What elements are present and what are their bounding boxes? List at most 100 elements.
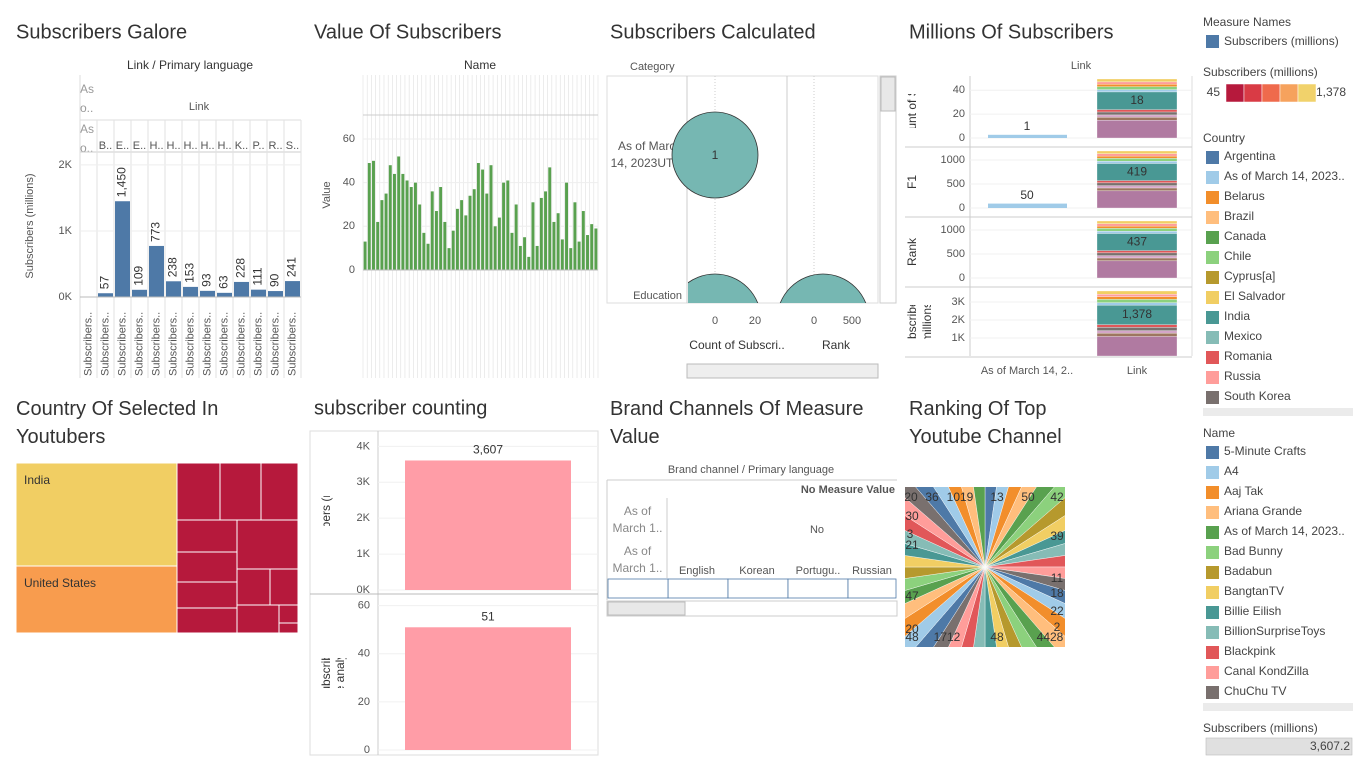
legend-item: BangtanTV <box>1224 584 1284 598</box>
stack-segment <box>1096 296 1178 300</box>
x-category-label: E.. <box>116 140 129 152</box>
legend-gradient-step <box>1225 83 1245 103</box>
legend-item: Subscribers (millions) <box>1224 34 1339 48</box>
y-tick-label: 1000 <box>941 224 965 236</box>
row-header-box: As o.. <box>80 82 94 115</box>
chart-title: Millions Of Subscribers <box>909 21 1114 43</box>
footer-label: Subscribers.. <box>269 312 281 376</box>
pie-slice <box>973 487 986 568</box>
y-tick-label: 20 <box>358 696 370 708</box>
stack-segment <box>1096 223 1178 227</box>
treemap-cell <box>260 462 299 521</box>
row-header-box: As o.. <box>80 122 94 155</box>
y-tick-label: 500 <box>947 178 965 190</box>
row-label: F1 <box>905 175 919 190</box>
column-header: Link / Primary language <box>127 58 253 72</box>
bar <box>493 226 497 270</box>
column-label: As of March 14, 2.. <box>981 365 1073 377</box>
scrollbar-thumb <box>607 601 686 616</box>
legend-item: Belarus <box>1224 189 1265 203</box>
scrollbar-v <box>879 75 897 304</box>
column-header: Link <box>1071 60 1092 72</box>
stack-segment <box>1096 150 1178 154</box>
row-label: Count of Subscriber.. <box>905 94 920 128</box>
bar <box>393 173 396 270</box>
stack-segment <box>1096 161 1178 164</box>
chart-title: subscriber counting <box>314 397 487 419</box>
stack-segment <box>1096 153 1178 157</box>
legend-item: Ariana Grande <box>1224 504 1302 518</box>
bar <box>573 202 577 270</box>
bar <box>489 165 493 270</box>
bar <box>443 221 447 270</box>
legend-item: Canada <box>1224 229 1266 243</box>
slice-label: 13 <box>990 490 1004 504</box>
y-tick-label: 0K <box>59 291 73 303</box>
legend-item: As of March 14, 2023.. <box>1224 169 1345 183</box>
x-category-label: P.. <box>252 140 264 152</box>
y-tick-label: 0 <box>959 202 965 214</box>
y-axis-label-box: Subscribers (millions) <box>319 496 333 526</box>
treemap-cell <box>236 604 280 634</box>
value-label: 419 <box>1127 164 1147 178</box>
bar <box>518 245 522 270</box>
x-category-label: E.. <box>133 140 146 152</box>
stack-segment <box>1096 185 1178 189</box>
pie-slice <box>984 497 1065 568</box>
stack-segment <box>1096 252 1178 256</box>
y-axis-label: Subscribers (millions) <box>319 496 333 526</box>
bar <box>988 203 1067 208</box>
stack-segment <box>1096 114 1178 118</box>
footer-label: Subscribers.. <box>116 312 128 376</box>
y-tick-label: 3K <box>357 476 371 488</box>
chart-title: Ranking Of Top Youtube Channel <box>909 398 1062 448</box>
bar <box>510 232 514 270</box>
stack-segment <box>1096 155 1178 159</box>
pie-slice <box>984 530 1065 568</box>
stack-segment <box>1096 250 1178 254</box>
row-header-box: As of March 1.. <box>612 504 662 535</box>
stack-segment <box>1096 81 1178 85</box>
legend-swatch <box>1206 151 1219 164</box>
pie-slice <box>984 487 1009 568</box>
column-label: English <box>679 565 715 577</box>
pie-slice <box>984 566 1055 647</box>
treemap-cell <box>176 581 238 609</box>
stack-segment <box>1096 294 1178 297</box>
slice-label: 3 <box>907 527 914 541</box>
legend-swatch <box>1206 486 1219 499</box>
chart-title: Value Of Subscribers <box>314 21 502 43</box>
stack-segment <box>1096 120 1178 139</box>
pie-slice <box>984 566 1065 647</box>
bar <box>502 182 506 270</box>
stack-segment <box>1096 84 1178 87</box>
bar <box>397 156 401 270</box>
stack-segment <box>1096 89 1178 93</box>
x-tick-label: 0 <box>811 315 817 327</box>
legend-swatch <box>1206 331 1219 344</box>
legend-max: 1,378 <box>1316 85 1346 99</box>
x-axis-label: Count of Subscri.. <box>689 338 784 352</box>
stack-segment <box>1096 180 1178 184</box>
stack-segment <box>1096 231 1178 234</box>
legend-swatch <box>1206 506 1219 519</box>
value-label: 228 <box>234 258 248 278</box>
bar <box>98 293 113 297</box>
legend-swatch <box>1206 391 1219 404</box>
x-category-label: H.. <box>200 140 214 152</box>
bar <box>548 167 552 270</box>
slice-label: 2 <box>1054 620 1061 634</box>
cell <box>847 578 897 599</box>
slice-label: 30 <box>905 509 919 523</box>
bar <box>468 195 472 270</box>
value-label: 50 <box>1020 188 1034 202</box>
stack-segment <box>1096 228 1178 232</box>
pie-slice <box>973 566 986 647</box>
legend-swatch <box>1206 351 1219 364</box>
pie-slice <box>905 566 986 591</box>
y-tick-label: 500 <box>947 248 965 260</box>
scrollbar-thumb <box>880 76 896 112</box>
bar <box>988 134 1067 138</box>
stack-segment <box>1096 109 1178 113</box>
